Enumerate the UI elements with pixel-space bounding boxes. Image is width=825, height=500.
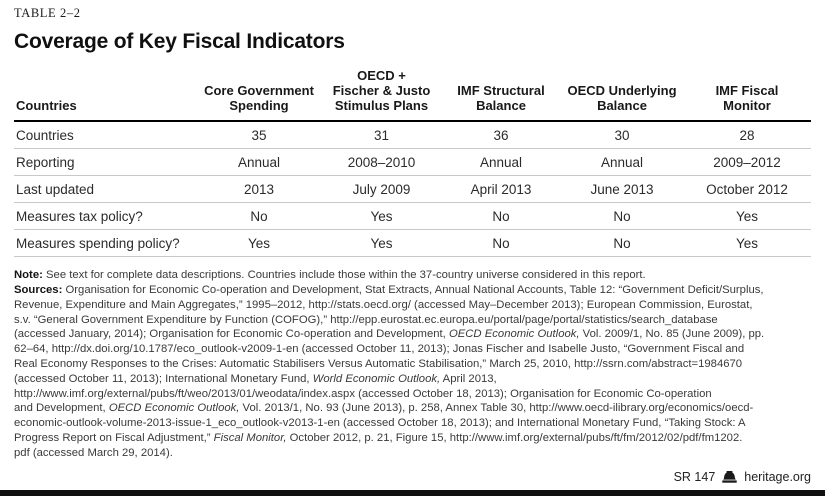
table-row: Measures tax policy? No Yes No No Yes [14, 202, 811, 231]
table-cell: 36 [441, 121, 561, 150]
table-cell: Yes [322, 202, 441, 231]
table-cell: Annual [441, 148, 561, 177]
column-header-imf-structural-balance: IMF Structural Balance [441, 68, 561, 123]
note-line: Note: See text for complete data descrip… [14, 269, 646, 282]
heritage-bell-icon [722, 470, 737, 484]
site-url: heritage.org [744, 470, 811, 484]
report-id: SR 147 [673, 470, 716, 484]
table-cell: No [441, 229, 561, 258]
note-line: Sources: Organisation for Economic Co-op… [14, 284, 764, 297]
note-line: economic-outlook-volume-2013-issue-1_eco… [14, 417, 746, 430]
table-cell: Annual [561, 148, 683, 177]
table-number: TABLE 2–2 [14, 6, 81, 20]
column-header-core-government-spending: Core Government Spending [196, 68, 322, 123]
header-row: Countries Core Government Spending OECD … [14, 68, 811, 123]
fiscal-indicators-table: Countries Core Government Spending OECD … [14, 68, 811, 258]
column-header-countries: Countries [14, 68, 196, 123]
column-header-imf-fiscal-monitor: IMF Fiscal Monitor [683, 68, 811, 123]
note-line: pdf (accessed March 29, 2014). [14, 446, 173, 459]
table-cell: October 2012 [683, 175, 811, 204]
row-label: Last updated [14, 175, 196, 204]
table-cell: No [561, 229, 683, 258]
table-cell: 35 [196, 121, 322, 150]
note-line: http://www.imf.org/external/pubs/ft/weo/… [14, 387, 712, 400]
row-label: Measures spending policy? [14, 229, 196, 258]
table-cell: 2009–2012 [683, 148, 811, 177]
note-line: Progress Report on Fiscal Adjustment,” F… [14, 432, 743, 444]
table-cell: Yes [196, 229, 322, 258]
table-cell: No [196, 202, 322, 231]
table-cell: Yes [683, 202, 811, 231]
footer: SR 147 heritage.org [674, 470, 811, 484]
row-label: Countries [14, 121, 196, 150]
table-cell: 2013 [196, 175, 322, 204]
row-label: Reporting [14, 148, 196, 177]
footer-bar [0, 490, 825, 496]
table-row: Reporting Annual 2008–2010 Annual Annual 2009… [14, 148, 811, 177]
table-cell: Yes [322, 229, 441, 258]
row-label: Measures tax policy? [14, 202, 196, 231]
notes: Note: See text for complete data descrip… [14, 268, 811, 460]
table-cell: 2008–2010 [322, 148, 441, 177]
note-line: (accessed October 11, 2013); Internation… [14, 372, 497, 385]
column-header-oecd-underlying-balance: OECD Underlying Balance [561, 68, 683, 123]
report-page: TABLE 2–2 Coverage of Key Fiscal Indicat… [14, 6, 811, 460]
table-cell: No [561, 202, 683, 231]
table-row: Measures spending policy? Yes Yes No No Yes [14, 229, 811, 258]
page-title: Coverage of Key Fiscal Indicators [14, 30, 345, 53]
note-line: s.v. “General Government Expenditure by … [14, 313, 718, 326]
table-cell: 31 [322, 121, 441, 150]
table-cell: July 2009 [322, 175, 441, 204]
note-line: Revenue, Expenditure and Main Aggregates… [14, 298, 753, 311]
table-cell: No [441, 202, 561, 231]
table-cell: April 2013 [441, 175, 561, 204]
table-cell: 28 [683, 121, 811, 150]
table-cell: Annual [196, 148, 322, 177]
table-cell: 30 [561, 121, 683, 150]
note-line: 62–64, http://dx.doi.org/10.1787/eco_out… [14, 343, 745, 356]
table-header: Countries Core Government Spending OECD … [14, 68, 811, 123]
table-row: Last updated 2013 July 2009 April 2013 June … [14, 175, 811, 204]
table-cell: Yes [683, 229, 811, 258]
table-row: Countries 35 31 36 30 28 [14, 121, 811, 150]
column-header-oecd-fischer-justo: OECD + Fischer & Justo Stimulus Plans [322, 68, 441, 123]
note-line: Real Economy Responses to the Crises: Au… [14, 358, 743, 371]
note-line: (accessed January, 2014); Organisation f… [14, 328, 765, 341]
table-cell: June 2013 [561, 175, 683, 204]
table-body: Countries 35 31 36 30 28 Reporting Annual 2008–2… [14, 121, 811, 258]
note-line: and Development, OECD Economic Outlook, … [14, 402, 754, 415]
